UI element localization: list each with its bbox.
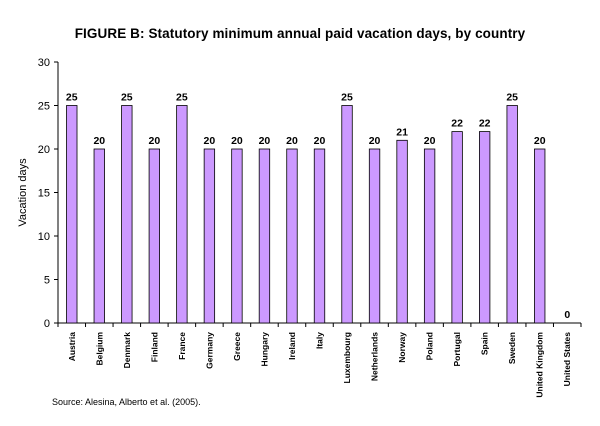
x-category-label: United States — [562, 332, 572, 387]
bar — [479, 131, 491, 324]
x-category-label: Netherlands — [370, 332, 380, 381]
bar — [534, 148, 546, 324]
data-label: 20 — [286, 135, 298, 147]
chart-title: FIGURE B: Statutory minimum annual paid … — [74, 26, 526, 41]
bar — [121, 105, 133, 324]
data-label: 21 — [396, 126, 408, 138]
bar — [66, 105, 78, 324]
y-tick-label: 0 — [44, 318, 50, 330]
x-category-label: Finland — [149, 332, 159, 362]
bar — [203, 148, 216, 324]
x-category-label: Portugal — [452, 332, 462, 366]
bar — [176, 105, 188, 324]
bar — [506, 105, 518, 324]
x-category-label: Ireland — [287, 332, 297, 360]
bar — [423, 148, 436, 324]
data-label: 20 — [148, 135, 160, 147]
bar — [368, 148, 381, 324]
bar — [93, 148, 105, 324]
x-category-label: Norway — [397, 332, 407, 363]
y-tick-label: 25 — [38, 101, 50, 113]
y-tick-label: 30 — [38, 57, 50, 69]
data-label: 20 — [534, 135, 546, 147]
x-category-label: Luxembourg — [342, 332, 352, 383]
bar — [258, 148, 271, 324]
bar — [148, 148, 160, 324]
data-label: 22 — [479, 118, 491, 130]
data-label: 20 — [231, 135, 243, 147]
x-category-label: Hungary — [259, 332, 269, 367]
data-label: 25 — [176, 92, 188, 104]
x-category-label: Italy — [315, 332, 325, 349]
data-label: 20 — [204, 135, 216, 147]
bar — [231, 148, 243, 324]
bar — [451, 131, 463, 324]
data-label: 20 — [314, 135, 326, 147]
data-label: 20 — [424, 135, 436, 147]
data-label: 25 — [66, 92, 78, 104]
y-tick-label: 5 — [44, 275, 50, 287]
source-note: Source: Alesina, Alberto et al. (2005). — [52, 397, 201, 407]
x-category-label: Sweden — [507, 332, 517, 364]
data-label: 20 — [93, 135, 105, 147]
x-category-label: Denmark — [122, 332, 132, 369]
data-label: 25 — [341, 92, 353, 104]
x-category-label: United Kingdom — [535, 332, 545, 398]
y-axis-title: Vacation days — [17, 158, 29, 227]
x-category-label: Austria — [67, 332, 77, 362]
bar — [286, 148, 298, 324]
x-category-label: Germany — [204, 332, 214, 369]
bar — [396, 139, 408, 324]
bar — [313, 148, 326, 324]
data-label: 25 — [121, 92, 133, 104]
x-category-label: Spain — [480, 332, 490, 355]
y-tick-label: 15 — [38, 188, 50, 200]
x-category-label: Poland — [425, 332, 435, 360]
x-category-label: Belgium — [94, 332, 104, 366]
y-tick-label: 10 — [38, 231, 50, 243]
data-label: 20 — [259, 135, 271, 147]
bar — [341, 105, 353, 324]
x-category-label: Greece — [232, 332, 242, 361]
data-label: 0 — [564, 309, 570, 321]
data-label: 25 — [506, 92, 518, 104]
y-tick-label: 20 — [38, 144, 50, 156]
data-label: 20 — [369, 135, 381, 147]
data-label: 22 — [451, 118, 463, 130]
x-category-label: France — [177, 332, 187, 360]
